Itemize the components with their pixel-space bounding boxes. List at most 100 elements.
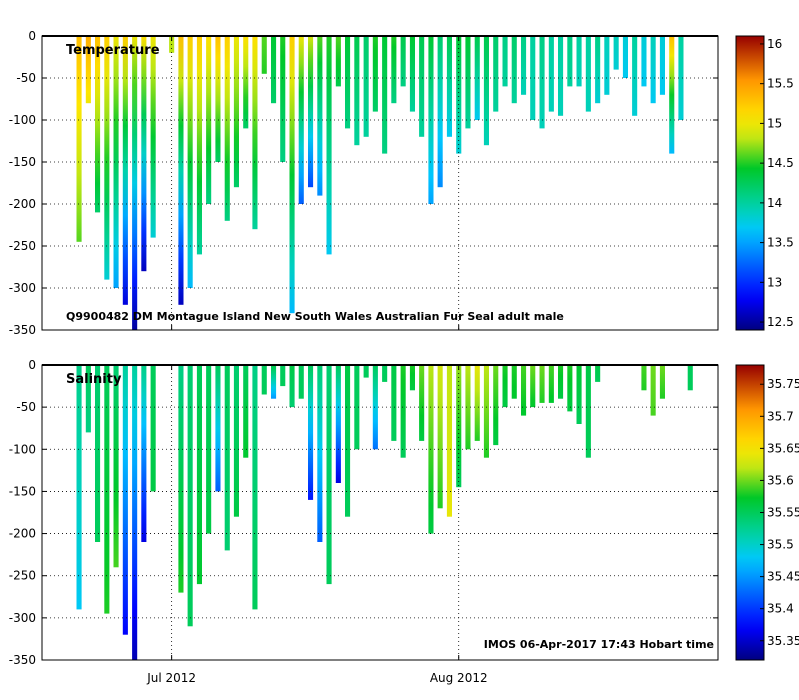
profile-bar bbox=[437, 365, 443, 509]
profile-bar bbox=[548, 365, 554, 403]
profile-bar bbox=[206, 36, 212, 204]
y-tick-label: -100 bbox=[9, 442, 36, 456]
profile-bar bbox=[548, 36, 554, 112]
profile-bar bbox=[150, 36, 156, 238]
panel-title: Temperature bbox=[66, 43, 160, 58]
profile-bar bbox=[363, 365, 369, 378]
profile-bar bbox=[280, 36, 286, 162]
profile-bar bbox=[585, 365, 591, 458]
profile-bar bbox=[474, 365, 480, 441]
profile-bar bbox=[243, 365, 249, 458]
profile-bar bbox=[391, 365, 397, 441]
profile-bar bbox=[326, 36, 332, 255]
profile-bar bbox=[122, 365, 128, 635]
profile-bar bbox=[335, 36, 341, 87]
profile-bar bbox=[289, 36, 295, 314]
profile-bar bbox=[382, 365, 388, 382]
profile-bar bbox=[641, 365, 647, 391]
profile-bar bbox=[95, 36, 101, 213]
profile-bar bbox=[576, 365, 582, 424]
profile-bar bbox=[141, 36, 147, 272]
profile-bar bbox=[104, 36, 110, 280]
profile-bar bbox=[530, 365, 536, 408]
profile-bar bbox=[141, 365, 147, 542]
panel-annotation: Q9900482 DM Montague Island New South Wa… bbox=[66, 310, 564, 323]
profile-bar bbox=[391, 36, 397, 104]
profile-bar bbox=[85, 36, 91, 104]
temperature-panel: 0 -50 -100 -150 -200 -250 -300 -350 Temperature Q… bbox=[9, 29, 794, 337]
colorbar-tick-label: 35.65 bbox=[767, 441, 799, 455]
x-tick-label: Aug 2012 bbox=[430, 671, 488, 685]
profile-bar bbox=[650, 36, 656, 104]
profile-bar bbox=[595, 36, 601, 104]
colorbar-tick-label: 35.75 bbox=[767, 377, 799, 391]
profile-bar bbox=[511, 365, 517, 399]
profile-bar bbox=[456, 36, 462, 154]
profile-bar bbox=[446, 365, 452, 517]
profile-bar bbox=[437, 36, 443, 188]
profile-bar bbox=[132, 365, 138, 660]
profile-bar bbox=[187, 365, 193, 627]
profile-bar bbox=[326, 365, 332, 585]
profile-bar bbox=[76, 36, 82, 242]
profile-bar bbox=[659, 365, 665, 399]
y-tick-label: -50 bbox=[16, 71, 36, 85]
profile-bar bbox=[298, 36, 304, 204]
colorbar-tick-label: 15.5 bbox=[767, 77, 794, 91]
profile-bar bbox=[345, 365, 351, 517]
profile-bar bbox=[567, 36, 573, 87]
profile-bar bbox=[539, 36, 545, 129]
y-tick-label: -200 bbox=[9, 197, 36, 211]
profile-bar bbox=[113, 365, 119, 568]
profile-bar bbox=[104, 365, 110, 614]
profile-bar bbox=[196, 365, 202, 585]
colorbar-tick-label: 35.6 bbox=[767, 473, 794, 487]
y-tick-label: -50 bbox=[16, 400, 36, 414]
profile-bar bbox=[502, 36, 508, 87]
profile-bar bbox=[95, 365, 101, 542]
profile-bar bbox=[335, 365, 341, 483]
profile-bar bbox=[687, 365, 693, 391]
profile-bar bbox=[233, 365, 239, 517]
profile-bar bbox=[178, 365, 184, 593]
profile-bar bbox=[372, 365, 378, 450]
profile-bar bbox=[150, 365, 156, 492]
profile-bar bbox=[308, 365, 314, 500]
colorbar-tick-label: 13.5 bbox=[767, 236, 794, 250]
y-tick-label: -350 bbox=[9, 323, 36, 337]
profile-bar bbox=[196, 36, 202, 255]
profile-bar bbox=[252, 365, 258, 610]
profile-bar bbox=[289, 365, 295, 408]
profile-bar bbox=[113, 36, 119, 288]
colorbar-tick-label: 35.45 bbox=[767, 570, 799, 584]
profile-bar bbox=[511, 36, 517, 104]
colorbar-tick-label: 35.5 bbox=[767, 538, 794, 552]
colorbar-tick-label: 14.5 bbox=[767, 156, 794, 170]
profile-bar bbox=[465, 36, 471, 129]
profile-bar bbox=[530, 36, 536, 120]
profile-bar bbox=[122, 36, 128, 305]
profile-bar bbox=[419, 36, 425, 137]
colorbar-tick-label: 15 bbox=[767, 116, 782, 130]
y-tick-label: 0 bbox=[28, 358, 36, 372]
profile-bar bbox=[252, 36, 258, 230]
profile-bar bbox=[678, 36, 684, 120]
colorbar-tick-label: 35.4 bbox=[767, 602, 794, 616]
colorbar-tick-label: 12.5 bbox=[767, 315, 794, 329]
profile-bar bbox=[206, 365, 212, 534]
profile-bar bbox=[632, 36, 638, 116]
profile-bar bbox=[474, 36, 480, 120]
profile-bar bbox=[465, 365, 471, 450]
profile-bar bbox=[483, 36, 489, 146]
salinity-panel: 0 -50 -100 -150 -200 -250 -300 -350 Jul 2012 Aug … bbox=[9, 358, 799, 685]
colorbar-tick-label: 35.35 bbox=[767, 634, 799, 648]
profile-bar bbox=[354, 36, 360, 146]
profile-bar bbox=[539, 365, 545, 403]
y-tick-label: -250 bbox=[9, 569, 36, 583]
profile-bar bbox=[308, 36, 314, 188]
profile-bar bbox=[419, 365, 425, 441]
profile-bar bbox=[76, 365, 82, 610]
profile-bar bbox=[271, 36, 277, 104]
profile-bar bbox=[261, 365, 267, 395]
y-tick-label: -200 bbox=[9, 527, 36, 541]
